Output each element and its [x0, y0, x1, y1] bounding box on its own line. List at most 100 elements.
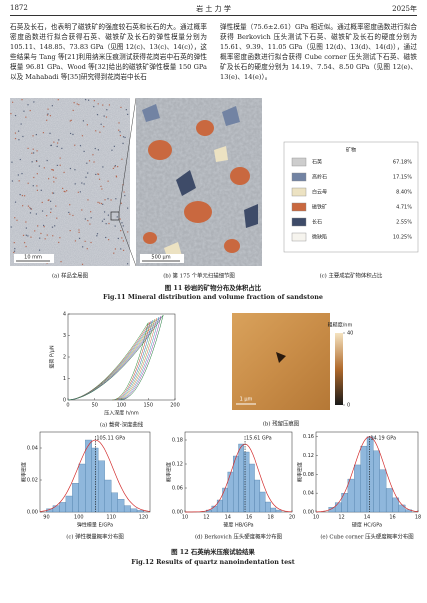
journal-name: 岩 土 力 学 — [196, 5, 231, 13]
speckle — [31, 161, 33, 163]
x-tick-label: 12 — [203, 515, 209, 521]
speckle — [36, 185, 38, 187]
speckle — [101, 220, 104, 222]
scale-label: 1 μm — [240, 397, 253, 403]
speckle — [124, 194, 126, 197]
y-tick-label: 0.04 — [27, 446, 38, 452]
hist-bar — [117, 499, 125, 513]
speckle — [94, 147, 96, 150]
hist-bar — [91, 447, 99, 513]
speckle — [126, 263, 129, 265]
y-tick-label: 0.00 — [172, 510, 183, 516]
speckle — [41, 210, 44, 212]
colorbar-ticks: 0 40 — [343, 331, 353, 409]
mean-label: 15.61 GPa — [246, 436, 272, 442]
speckle — [121, 222, 123, 224]
panel-caption: (c) 主要成岩矿物体积占比 — [320, 272, 383, 280]
hist-bar — [354, 464, 361, 513]
speckle — [102, 203, 104, 205]
legend-value: 67.18% — [393, 160, 412, 166]
speckle — [36, 150, 38, 152]
speckle — [30, 208, 32, 210]
speckle — [11, 180, 14, 182]
speckle — [66, 190, 68, 192]
speckle — [43, 224, 45, 227]
speckle — [72, 214, 74, 217]
speckle — [31, 152, 33, 154]
hist-bar — [360, 445, 368, 513]
speckle — [19, 158, 21, 161]
speckle — [104, 199, 106, 201]
y-tick-label: 0.16 — [303, 434, 314, 440]
speckle — [53, 176, 55, 178]
y-tick-label: 1 — [63, 376, 66, 382]
speckle — [22, 135, 24, 138]
speckle — [90, 217, 92, 219]
indent — [276, 352, 286, 363]
y-tick-label: 3 — [63, 333, 66, 339]
speckle — [85, 176, 87, 178]
speckle — [98, 178, 101, 180]
speckle — [78, 229, 80, 231]
hist-bar — [98, 460, 105, 513]
y-tick-label: 0.12 — [303, 453, 314, 459]
speckle — [108, 239, 110, 241]
speckle — [93, 105, 95, 108]
zoom-line — [118, 219, 137, 267]
y-tick-label: 0.02 — [27, 478, 38, 484]
speckle — [97, 173, 99, 175]
legend-swatch — [291, 202, 307, 212]
speckle — [100, 202, 103, 205]
speckle — [24, 195, 26, 197]
speckle — [86, 248, 88, 250]
speckle — [25, 221, 27, 223]
speckle — [81, 135, 84, 137]
speckle — [51, 226, 54, 228]
speckle — [49, 132, 51, 134]
legend-value: 17.15% — [393, 175, 412, 181]
panel-caption: (a) 样品全局图 — [52, 272, 88, 280]
speckle — [58, 139, 60, 141]
speckle — [112, 167, 115, 170]
speckle — [99, 131, 101, 133]
figure-caption-en: Fig.11 Mineral distribution and volume f… — [103, 293, 323, 301]
speckle — [69, 167, 72, 170]
speckle — [108, 104, 111, 106]
body-left: 石英及长石，也表明了磁铁矿的强度较石英和长石的大。通过概率密度函数进行拟合获得石… — [10, 23, 207, 82]
x-tick-label: 10 — [182, 515, 188, 521]
speckle — [84, 218, 86, 220]
speckle — [78, 104, 80, 106]
speckle — [35, 160, 38, 162]
figure-caption: 图 11 砂岩的矿物分布及体积占比 — [165, 283, 262, 292]
speckle — [78, 237, 81, 239]
speckle — [47, 199, 49, 201]
speckle — [78, 231, 80, 233]
speckle — [41, 201, 43, 204]
y-axis-label: 概率密度 — [297, 462, 304, 482]
y-tick-label: 0.18 — [172, 438, 183, 444]
legend-swatch — [291, 187, 307, 197]
y-tick-label: 4 — [63, 312, 66, 318]
speckle — [113, 145, 115, 147]
speckle — [11, 161, 13, 163]
speckle — [118, 122, 120, 124]
speckle — [18, 139, 20, 141]
legend-value: 2.55% — [396, 220, 412, 226]
speckle — [102, 166, 104, 168]
speckle — [63, 190, 65, 192]
speckle — [72, 133, 74, 136]
speckle — [14, 114, 17, 117]
hist-bar — [72, 483, 79, 513]
speckle — [72, 109, 74, 112]
speckle — [96, 114, 99, 116]
hist-bar — [130, 508, 138, 513]
plot-frame — [67, 313, 176, 401]
speckle — [22, 205, 24, 207]
mean-label: 14.19 GPa — [370, 436, 396, 442]
colorbar-tick-label: 40 — [347, 331, 353, 337]
hist-bar — [59, 502, 67, 513]
speckle — [89, 223, 91, 225]
x-tick-label: 100 — [117, 403, 127, 409]
speckle — [36, 189, 38, 191]
